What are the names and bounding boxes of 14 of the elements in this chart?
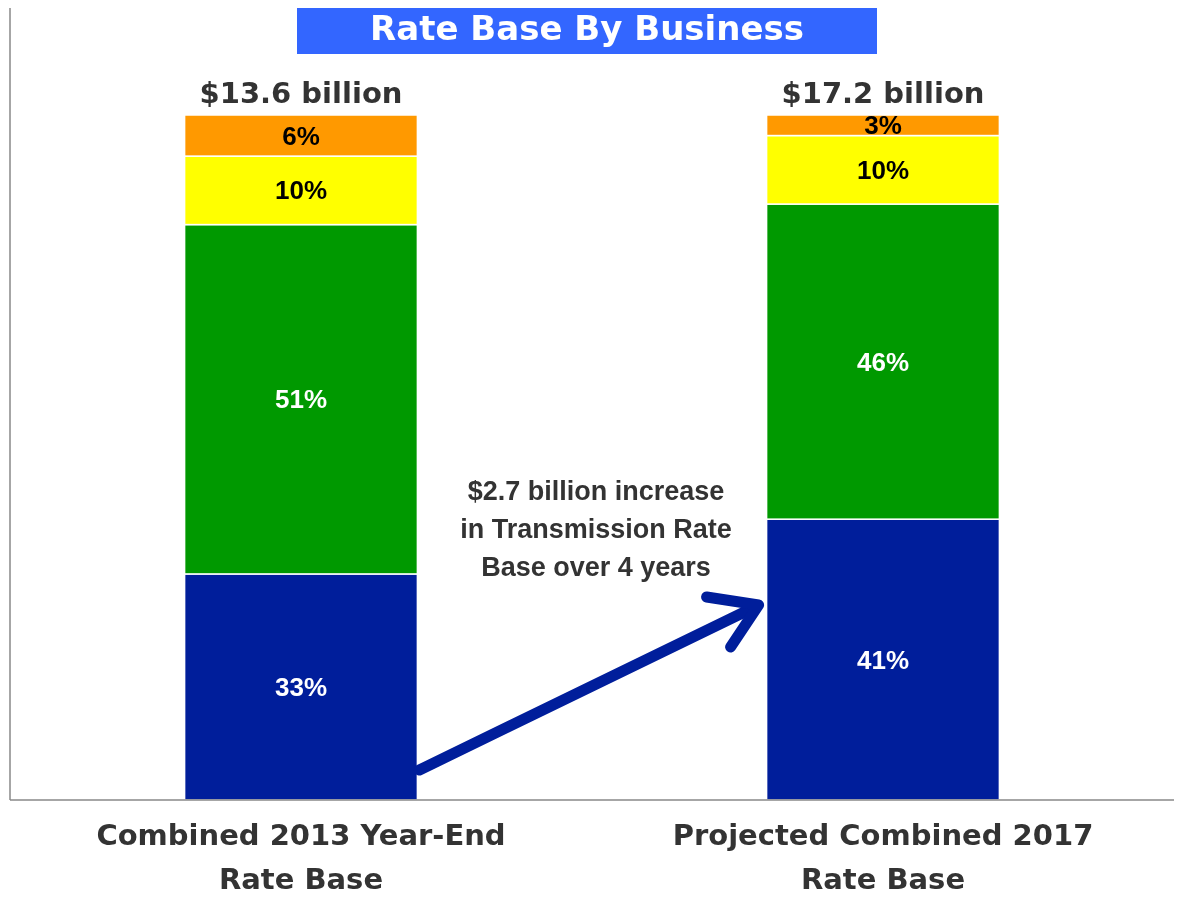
annotation: $2.7 billion increase in Transmission Rate Base over 4 years xyxy=(460,476,732,582)
data-label: 6% xyxy=(282,120,320,151)
data-label: 41% xyxy=(856,644,910,675)
data-label: 10% xyxy=(856,154,910,185)
data-label: 33% xyxy=(274,672,328,703)
data-label: 10% xyxy=(274,175,328,206)
annotation: $13.6 billion xyxy=(199,76,403,110)
data-label: 51% xyxy=(274,384,328,415)
chart-title: Rate Base By Business xyxy=(370,8,804,48)
x-tick-label: Projected Combined 2017 Rate Base xyxy=(672,818,1094,896)
data-label: 3% xyxy=(864,110,902,141)
annotation: $17.2 billion xyxy=(781,76,985,110)
data-label: 46% xyxy=(856,346,910,377)
x-tick-label: Combined 2013 Year-End Rate Base xyxy=(96,818,506,896)
